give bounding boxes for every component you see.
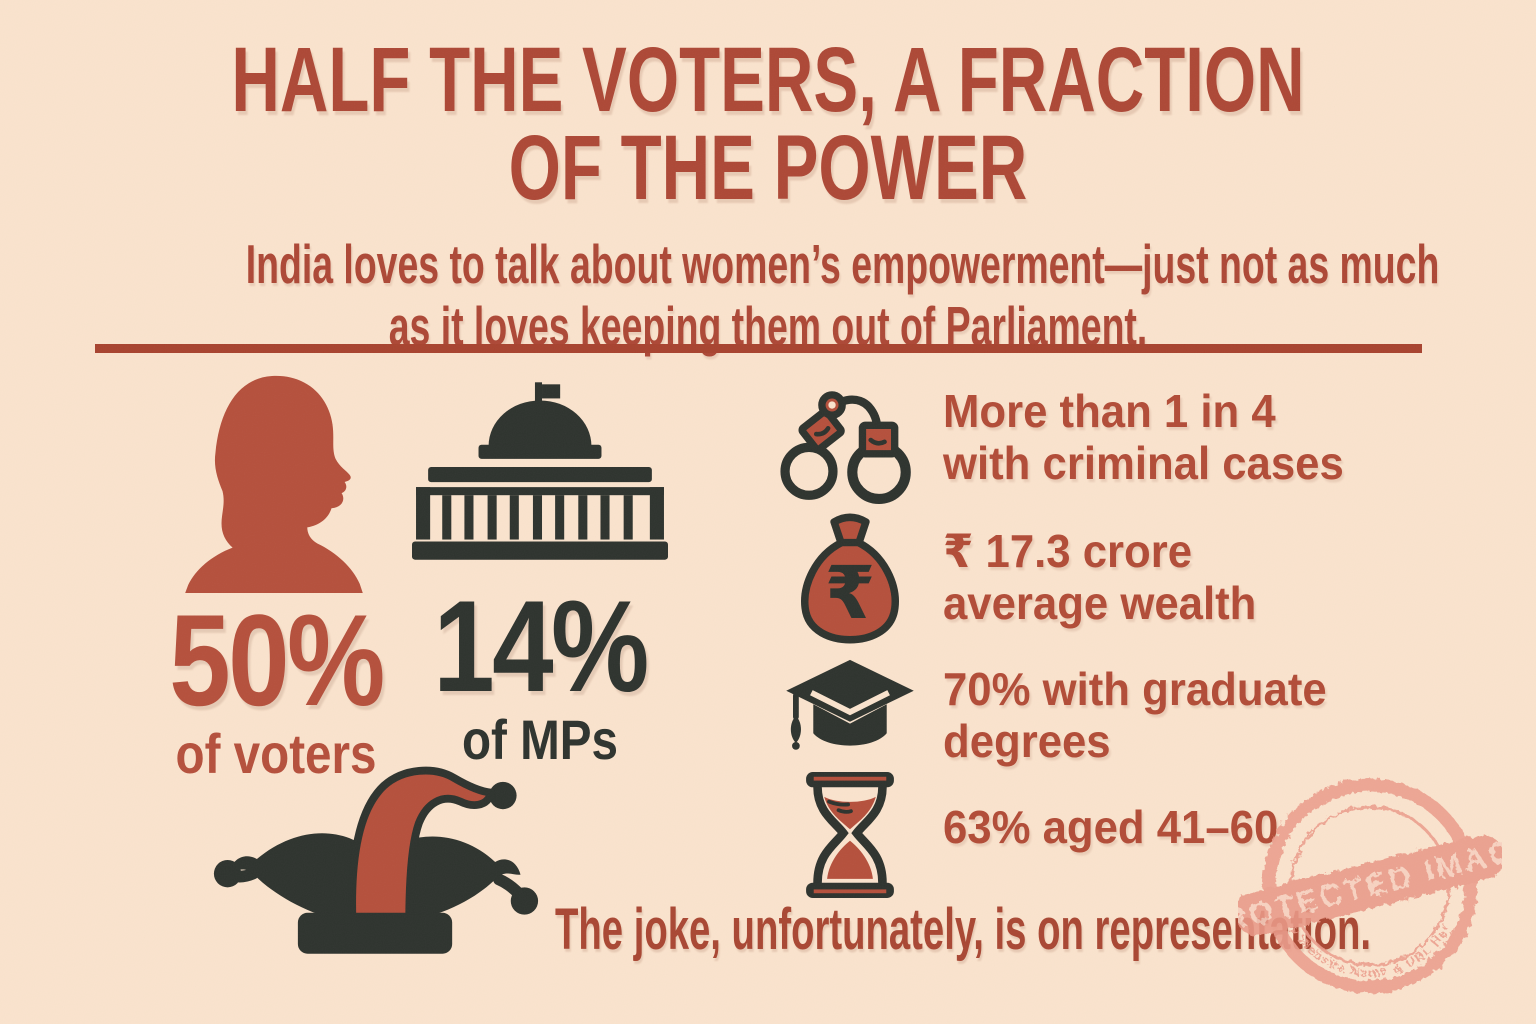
fact-row-criminal: More than 1 in 4 with criminal cases: [757, 385, 1365, 506]
fact-row-age: 63% aged 41–60: [757, 772, 1296, 898]
divider-line: [95, 344, 1422, 353]
mps-value: 14%: [433, 573, 649, 719]
parliament-icon: [412, 382, 668, 560]
subtitle-line-1: India loves to talk about women’s empowe…: [245, 232, 1440, 295]
graduation-cap-icon: [786, 659, 914, 750]
fact-text: ₹ 17.3 crore average wealth: [943, 525, 1257, 629]
protected-image-watermark: WP CONTENT COPY PROTECTION PLUGIN My Web…: [1238, 756, 1502, 994]
fact-text: 63% aged 41–60: [943, 801, 1279, 853]
voters-value: 50%: [169, 587, 385, 733]
fact-text: More than 1 in 4 with criminal cases: [943, 385, 1344, 489]
jester-hat-icon: [213, 766, 539, 954]
title-line-2: OF THE POWER: [508, 117, 1028, 220]
hourglass-icon: [806, 772, 894, 898]
infographic-subtitle: India loves to talk about women’s empowe…: [245, 232, 1440, 357]
rupee-symbol: ₹: [825, 551, 876, 636]
mps-stat: 14% of MPs: [390, 382, 690, 770]
fact-row-wealth: ₹ ₹ 17.3 crore average wealth: [757, 512, 1273, 646]
infographic-title: HALF THE VOTERS, A FRACTION OF THE POWER: [207, 29, 1328, 220]
voters-stat: 50% of voters: [128, 370, 424, 784]
money-bag-icon: ₹: [801, 513, 899, 644]
header: HALF THE VOTERS, A FRACTION OF THE POWER…: [0, 29, 1536, 357]
fact-row-degrees: 70% with graduate degrees: [757, 656, 1347, 770]
handcuffs-icon: [780, 391, 911, 505]
title-line-1: HALF THE VOTERS, A FRACTION: [231, 29, 1305, 131]
fact-text: 70% with graduate degrees: [943, 663, 1327, 767]
woman-silhouette-icon: [185, 375, 363, 593]
